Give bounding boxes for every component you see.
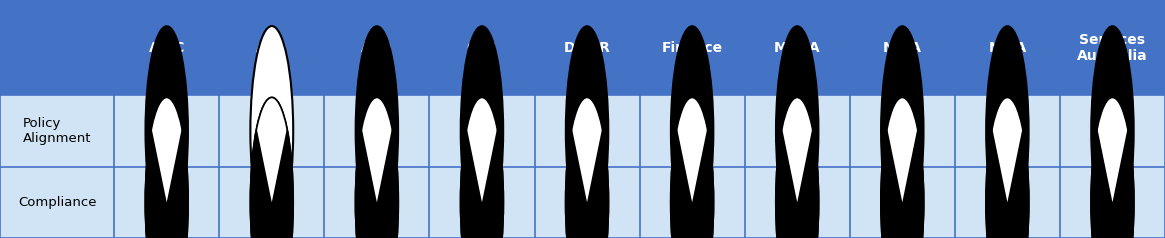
Bar (0, 95, 1165, 167)
Ellipse shape (566, 26, 608, 236)
Text: DISER: DISER (564, 41, 610, 55)
Text: NIAA: NIAA (988, 41, 1026, 55)
Text: Policy
Alignment: Policy Alignment (23, 117, 91, 145)
Polygon shape (572, 97, 602, 202)
Ellipse shape (671, 26, 713, 236)
Ellipse shape (881, 97, 924, 238)
Polygon shape (1097, 97, 1128, 202)
Polygon shape (256, 97, 287, 202)
Bar (0, 167, 1165, 238)
Ellipse shape (460, 97, 503, 238)
Ellipse shape (776, 97, 819, 238)
Ellipse shape (250, 26, 294, 236)
Ellipse shape (986, 97, 1029, 238)
Ellipse shape (460, 26, 503, 236)
Text: Compliance: Compliance (17, 196, 97, 209)
Text: AHL: AHL (256, 41, 288, 55)
Ellipse shape (566, 97, 608, 238)
Polygon shape (887, 97, 918, 202)
Ellipse shape (146, 26, 188, 236)
Polygon shape (782, 97, 812, 202)
Polygon shape (151, 97, 182, 202)
Text: CER: CER (467, 41, 497, 55)
Polygon shape (677, 97, 707, 202)
Ellipse shape (250, 97, 294, 238)
Text: MDBA: MDBA (774, 41, 820, 55)
Polygon shape (467, 97, 497, 202)
Ellipse shape (146, 97, 188, 238)
Text: NDIA: NDIA (883, 41, 922, 55)
Ellipse shape (355, 26, 398, 236)
Text: ACIC: ACIC (148, 41, 185, 55)
Ellipse shape (1092, 26, 1134, 236)
Text: Services
Australia: Services Australia (1078, 33, 1148, 63)
Ellipse shape (986, 26, 1029, 236)
Bar (0, 0, 1165, 95)
Ellipse shape (355, 97, 398, 238)
Text: ATO: ATO (361, 41, 393, 55)
Text: Finance: Finance (662, 41, 722, 55)
Ellipse shape (671, 97, 713, 238)
Ellipse shape (881, 26, 924, 236)
Ellipse shape (1092, 97, 1134, 238)
Ellipse shape (776, 26, 819, 236)
Polygon shape (361, 97, 393, 202)
Polygon shape (993, 97, 1023, 202)
